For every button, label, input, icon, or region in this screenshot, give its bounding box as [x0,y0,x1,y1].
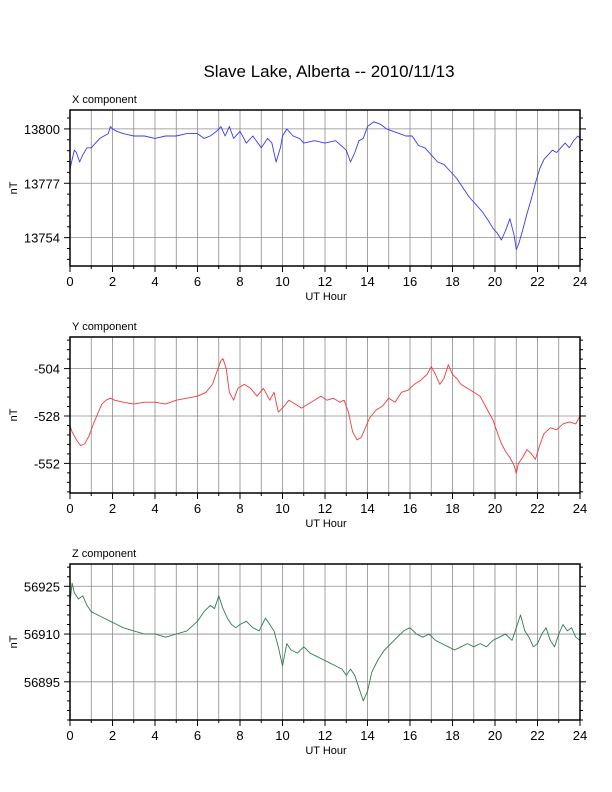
x-tick-label: 16 [403,728,417,743]
y-tick-label: 13777 [24,176,60,191]
chart-title: Slave Lake, Alberta -- 2010/11/13 [203,62,454,81]
x-tick-label: 18 [445,274,459,289]
x-tick-label: 4 [151,728,158,743]
x-tick-label: 2 [109,728,116,743]
data-line [69,121,581,250]
x-tick-label: 6 [194,274,201,289]
x-tick-label: 14 [360,501,374,516]
y-axis-label: nT [8,635,20,648]
x-tick-label: 6 [194,501,201,516]
x-tick-label: 12 [318,501,332,516]
y-axis-label: nT [8,181,20,194]
y-tick-label: -504 [34,362,60,377]
x-tick-label: 0 [66,501,73,516]
grid-lines [70,337,580,493]
x-tick-label: 8 [236,501,243,516]
x-axis-label: UT Hour [305,518,347,530]
x-tick-label: 4 [151,501,158,516]
panel-title: Y component [72,321,137,333]
x-tick-label: 22 [530,728,544,743]
y-tick-label: 13800 [24,122,60,137]
x-tick-label: 2 [109,501,116,516]
y-tick-label: 13754 [24,231,60,246]
x-tick-label: 6 [194,728,201,743]
x-tick-label: 0 [66,274,73,289]
x-axis-label: UT Hour [305,291,347,303]
grid-lines [70,110,580,266]
x-tick-label: 8 [236,274,243,289]
x-tick-label: 22 [530,274,544,289]
y-tick-label: 56910 [24,627,60,642]
data-line [69,582,581,702]
x-tick-label: 24 [573,274,587,289]
y-tick-label: 56895 [24,675,60,690]
y-tick-label: -552 [34,456,60,471]
x-tick-label: 20 [488,728,502,743]
x-tick-label: 14 [360,728,374,743]
x-tick-label: 24 [573,728,587,743]
x-tick-label: 10 [275,728,289,743]
x-tick-label: 10 [275,501,289,516]
panel-title: X component [72,94,137,106]
y-axis-label: nT [8,408,20,421]
x-tick-label: 12 [318,728,332,743]
x-tick-label: 10 [275,274,289,289]
y-tick-label: 56925 [24,579,60,594]
y-tick-label: -528 [34,409,60,424]
x-tick-label: 14 [360,274,374,289]
x-axis-label: UT Hour [305,745,347,757]
x-tick-label: 24 [573,501,587,516]
x-tick-label: 4 [151,274,158,289]
x-tick-label: 20 [488,274,502,289]
x-tick-label: 12 [318,274,332,289]
x-tick-label: 2 [109,274,116,289]
panel-title: Z component [72,548,136,560]
grid-lines [70,564,580,720]
x-tick-label: 0 [66,728,73,743]
x-tick-label: 18 [445,501,459,516]
x-tick-label: 16 [403,501,417,516]
x-tick-label: 16 [403,274,417,289]
x-tick-label: 18 [445,728,459,743]
x-tick-label: 22 [530,501,544,516]
x-tick-label: 20 [488,501,502,516]
data-line [69,358,581,474]
x-tick-label: 8 [236,728,243,743]
